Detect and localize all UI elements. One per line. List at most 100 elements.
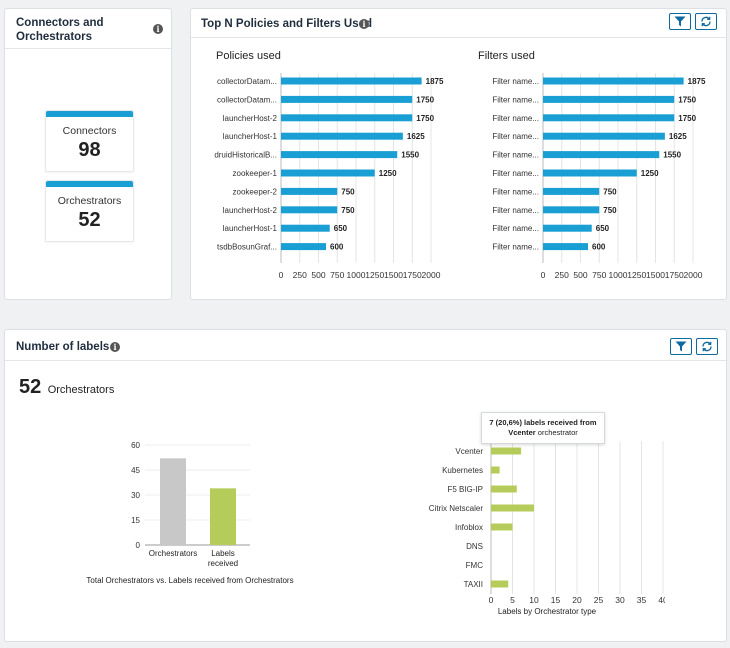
x-tick-label: 30 (615, 595, 625, 605)
x-tick-label: 40 (658, 595, 665, 605)
y-tick-label: 60 (131, 441, 140, 450)
data-label: 750 (341, 206, 355, 215)
category-label: druidHistoricalB... (214, 151, 277, 160)
panel-title: Number of labels (16, 341, 110, 353)
panel-title-line1: Connectors and (16, 17, 104, 29)
filter-button[interactable] (670, 338, 692, 355)
category-label: zookeeper-2 (233, 187, 278, 196)
x-tick-label: 15 (551, 595, 561, 605)
x-tick-label: 2000 (684, 270, 703, 280)
filter-button[interactable] (669, 13, 691, 30)
x-tick-label: 20 (572, 595, 582, 605)
category-label: Filter name... (492, 114, 539, 123)
tile-label: Connectors (62, 125, 117, 137)
category-label: TAXII (464, 580, 483, 589)
bar (210, 488, 236, 545)
refresh-icon (702, 341, 712, 352)
policies-chart-title: Policies used (216, 50, 281, 62)
category-label: launcherHost-2 (223, 206, 278, 215)
tooltip-line2: Vcenter orchestrator (482, 428, 604, 438)
orchestrators-tile[interactable]: Orchestrators 52 (45, 180, 134, 242)
filters-chart-title: Filters used (478, 50, 535, 62)
chart-caption: Total Orchestrators vs. Labels received … (86, 576, 294, 585)
category-label: Orchestrators (149, 549, 197, 558)
category-label: Vcenter (455, 447, 483, 456)
connectors-orchestrators-panel: Connectors and Orchestrators i Connector… (4, 8, 172, 300)
tooltip-rest: orchestrator (535, 428, 578, 437)
x-tick-label: 1500 (646, 270, 665, 280)
category-label: Kubernetes (442, 466, 483, 475)
bar (281, 151, 398, 159)
category-label: Filter name... (492, 243, 539, 252)
category-label: Infoblox (455, 523, 483, 532)
tile-accent-bar (46, 181, 133, 187)
vcenter-tooltip: 7 (20,6%) labels received from Vcenter o… (481, 412, 605, 444)
info-icon[interactable]: i (110, 342, 120, 352)
data-label: 600 (592, 243, 606, 252)
category-label: Labels (211, 549, 235, 558)
refresh-button[interactable] (696, 338, 718, 355)
data-label: 1750 (678, 95, 696, 104)
category-label: collectorDatam... (217, 95, 277, 104)
top-n-policies-panel: Top N Policies and Filters Used i Polici… (190, 8, 727, 300)
category-label: Citrix Netscaler (429, 504, 484, 513)
y-tick-label: 30 (131, 491, 140, 500)
data-label: 1875 (688, 77, 706, 86)
refresh-button[interactable] (695, 13, 717, 30)
bar (491, 466, 500, 474)
bar (491, 580, 509, 588)
category-label: tsdbBosunGraf... (217, 243, 277, 252)
category-label: Filter name... (492, 132, 539, 141)
bar (543, 151, 660, 159)
x-tick-label: 1000 (609, 270, 628, 280)
bar (543, 206, 600, 214)
bar (491, 523, 513, 531)
bar (160, 458, 186, 545)
data-label: 1550 (401, 151, 419, 160)
connectors-tile[interactable]: Connectors 98 (45, 110, 134, 172)
bar (543, 114, 675, 122)
y-tick-label: 0 (136, 541, 141, 550)
policies-used-chart: 0 250 500 750 1000 1250 1500 1750 2000collectorD… (214, 73, 444, 280)
y-tick-label: 45 (131, 466, 140, 475)
x-tick-label: 500 (573, 270, 587, 280)
data-label: 750 (603, 187, 617, 196)
category-label: collectorDatam... (217, 77, 277, 86)
x-tick-label: 1000 (347, 270, 366, 280)
bar (281, 187, 338, 195)
bar (543, 187, 600, 195)
panel-header: Number of labels i (5, 330, 726, 361)
labels-by-orchestrator-type-chart: 0 5 10 15 20 25 30 35 40 Vcenter Kubernetes F5 BIG-… (429, 441, 665, 616)
category-label: Filter name... (492, 187, 539, 196)
filter-icon (674, 16, 686, 27)
bar (281, 206, 338, 214)
bar (543, 243, 588, 251)
bar (543, 132, 665, 140)
category-label: Filter name... (492, 151, 539, 160)
data-label: 750 (603, 206, 617, 215)
data-label: 1250 (641, 169, 659, 178)
category-label: Filter name... (492, 224, 539, 233)
info-icon[interactable]: i (153, 24, 163, 34)
x-tick-label: 1750 (665, 270, 684, 280)
info-icon[interactable]: i (359, 19, 369, 29)
data-label: 650 (596, 224, 610, 233)
bar (281, 224, 330, 232)
x-tick-label: 1750 (403, 270, 422, 280)
data-label: 650 (334, 224, 348, 233)
x-tick-label: 1250 (627, 270, 646, 280)
tile-label: Orchestrators (57, 195, 122, 207)
category-label: DNS (466, 542, 483, 551)
panel-header: Top N Policies and Filters Used i (191, 9, 726, 38)
x-tick-label: 0 (279, 270, 284, 280)
tile-value: 98 (78, 139, 101, 161)
data-label: 1875 (426, 77, 444, 86)
category-label: Filter name... (492, 169, 539, 178)
summary-label: Orchestrators (47, 384, 115, 396)
x-tick-label: 25 (594, 595, 604, 605)
x-tick-label: 750 (592, 270, 606, 280)
x-tick-label: 0 (489, 595, 494, 605)
data-label: 1625 (407, 132, 425, 141)
x-tick-label: 750 (330, 270, 344, 280)
